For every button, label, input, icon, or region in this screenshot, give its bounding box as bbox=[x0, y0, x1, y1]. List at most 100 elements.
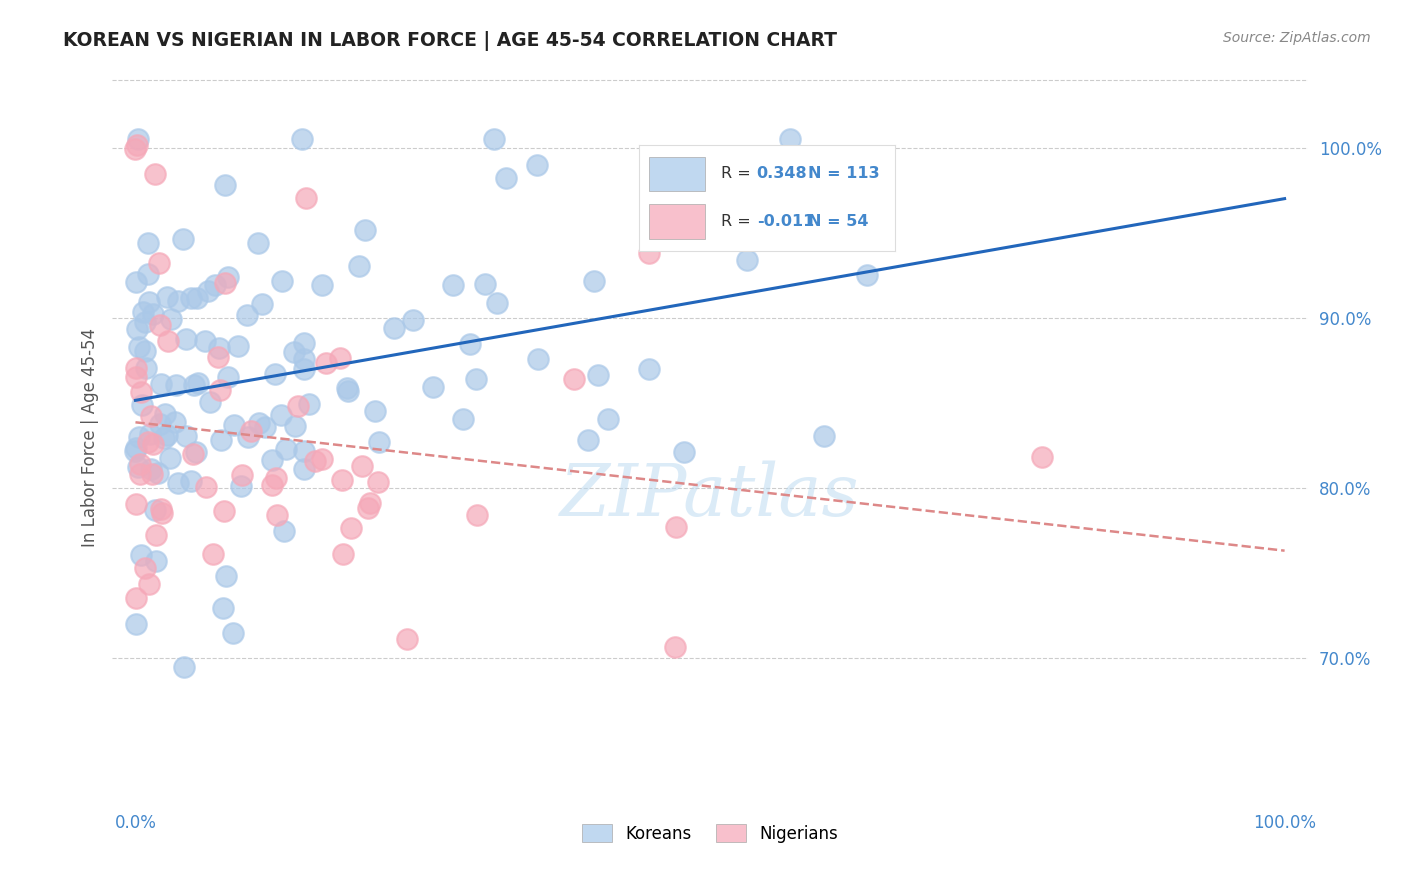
Point bbox=[292, 335, 315, 350]
Point bbox=[283, 344, 305, 359]
Point bbox=[458, 336, 481, 351]
Point bbox=[174, 429, 197, 443]
Point bbox=[150, 376, 173, 391]
Bar bbox=[650, 204, 706, 238]
Point bbox=[124, 441, 146, 455]
Point bbox=[125, 360, 148, 375]
Point bbox=[664, 640, 686, 654]
Point bbox=[156, 290, 179, 304]
Point bbox=[453, 411, 475, 425]
Text: Source: ZipAtlas.com: Source: ZipAtlas.com bbox=[1223, 31, 1371, 45]
Point bbox=[146, 466, 169, 480]
Point bbox=[194, 334, 217, 348]
Point bbox=[156, 428, 179, 442]
Text: 0.348: 0.348 bbox=[756, 166, 807, 181]
Point bbox=[779, 132, 801, 146]
Point bbox=[304, 454, 326, 468]
Point bbox=[211, 434, 233, 448]
Point bbox=[264, 471, 287, 485]
Point bbox=[125, 322, 148, 336]
Point bbox=[149, 318, 172, 332]
Point bbox=[207, 350, 229, 364]
Y-axis label: In Labor Force | Age 45-54: In Labor Force | Age 45-54 bbox=[80, 327, 98, 547]
Text: N = 54: N = 54 bbox=[808, 214, 869, 229]
Point bbox=[229, 479, 252, 493]
Point bbox=[357, 501, 380, 516]
Point bbox=[813, 429, 835, 443]
Point bbox=[263, 367, 285, 381]
Point bbox=[160, 312, 183, 326]
Point bbox=[215, 569, 238, 583]
Text: ZIPatlas: ZIPatlas bbox=[560, 460, 860, 531]
Point bbox=[349, 259, 371, 273]
Point bbox=[562, 371, 585, 385]
Text: KOREAN VS NIGERIAN IN LABOR FORCE | AGE 45-54 CORRELATION CHART: KOREAN VS NIGERIAN IN LABOR FORCE | AGE … bbox=[63, 31, 837, 51]
Point bbox=[125, 370, 148, 384]
Point bbox=[247, 416, 270, 430]
Point bbox=[167, 476, 190, 491]
Point bbox=[141, 467, 163, 481]
Point bbox=[214, 277, 236, 291]
Point bbox=[145, 528, 167, 542]
Point bbox=[262, 478, 284, 492]
Text: R =: R = bbox=[721, 166, 755, 181]
Point bbox=[270, 408, 292, 422]
Point bbox=[138, 295, 160, 310]
Point bbox=[276, 442, 298, 457]
Point bbox=[332, 547, 354, 561]
Point bbox=[582, 274, 605, 288]
Point bbox=[127, 132, 149, 146]
Point bbox=[222, 418, 245, 433]
Point bbox=[138, 576, 160, 591]
Point bbox=[266, 508, 288, 523]
Point bbox=[184, 445, 207, 459]
Point bbox=[292, 352, 315, 367]
Point bbox=[124, 444, 146, 458]
Point bbox=[127, 460, 149, 475]
Point bbox=[145, 167, 167, 181]
Point bbox=[139, 409, 162, 423]
Point bbox=[186, 291, 208, 305]
Point bbox=[128, 340, 150, 354]
Point bbox=[222, 625, 245, 640]
Point bbox=[139, 461, 162, 475]
Point bbox=[856, 268, 879, 283]
Point bbox=[254, 419, 277, 434]
Point bbox=[402, 313, 425, 327]
Point bbox=[125, 497, 148, 511]
Point bbox=[1031, 450, 1053, 465]
Point bbox=[367, 435, 389, 450]
Point bbox=[125, 138, 148, 153]
Point bbox=[638, 362, 661, 376]
Point bbox=[336, 384, 359, 399]
Point bbox=[194, 479, 217, 493]
Text: R =: R = bbox=[721, 214, 755, 229]
Point bbox=[134, 561, 156, 575]
Point bbox=[180, 291, 202, 305]
Point bbox=[311, 278, 333, 293]
Point bbox=[212, 600, 235, 615]
Point bbox=[354, 223, 377, 237]
Point bbox=[197, 284, 219, 298]
Point bbox=[315, 356, 337, 370]
Point bbox=[226, 339, 249, 353]
Point bbox=[183, 378, 205, 392]
Point bbox=[236, 308, 259, 322]
Point bbox=[270, 274, 292, 288]
Point bbox=[339, 521, 361, 535]
Point bbox=[287, 399, 309, 413]
Point bbox=[143, 502, 166, 516]
Point bbox=[131, 305, 153, 319]
Point bbox=[172, 232, 194, 246]
Point bbox=[598, 411, 620, 425]
Point bbox=[153, 407, 176, 421]
Point bbox=[159, 450, 181, 465]
Legend: Koreans, Nigerians: Koreans, Nigerians bbox=[575, 818, 845, 849]
Point bbox=[367, 475, 389, 489]
Point bbox=[252, 297, 274, 311]
Point bbox=[134, 344, 156, 359]
Point bbox=[124, 276, 146, 290]
Point bbox=[298, 396, 321, 410]
Point bbox=[200, 394, 222, 409]
Point bbox=[673, 444, 696, 458]
